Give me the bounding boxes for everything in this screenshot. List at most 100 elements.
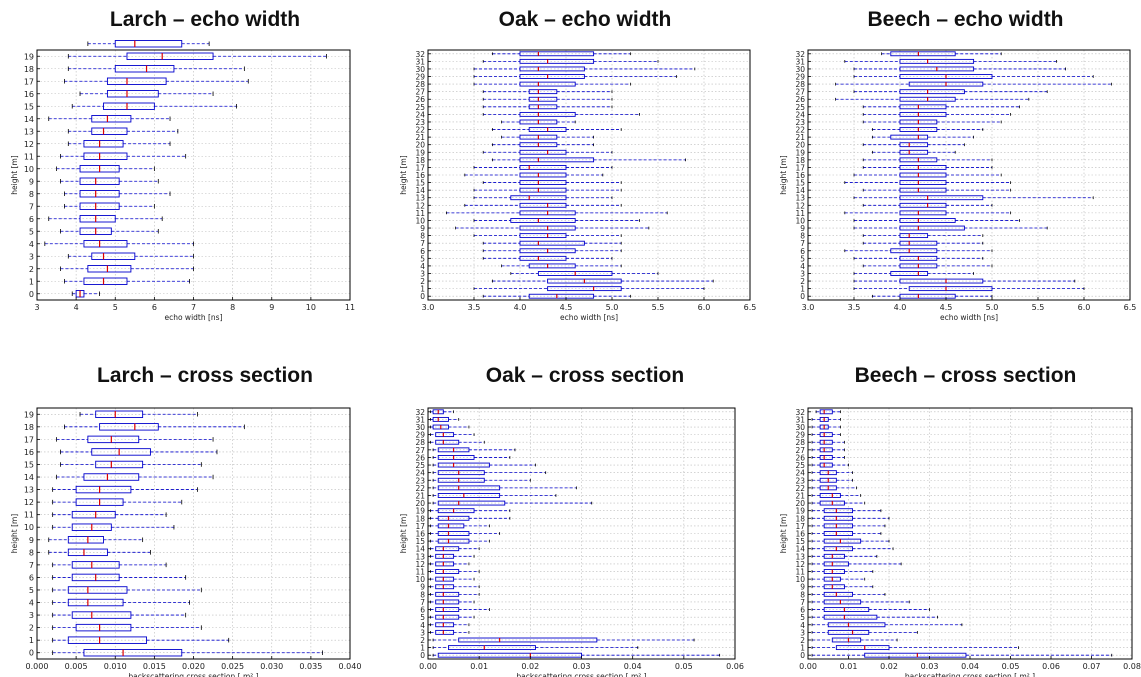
- y-tick-label: 17: [795, 522, 805, 531]
- y-tick-label: 10: [795, 216, 805, 225]
- x-tick-label: 0.07: [1083, 662, 1101, 671]
- box-rect: [835, 645, 890, 651]
- x-tick-label: 0.02: [521, 662, 539, 671]
- box-9: [430, 584, 480, 590]
- y-tick-label: 17: [415, 163, 425, 172]
- box-26: [432, 455, 511, 460]
- x-tick-label: 0.000: [26, 662, 49, 671]
- chart-oak-cross: 0.00 0.01 0.02 0.03 0.04 0.05 0.06012345678910…: [399, 407, 744, 677]
- y-tick-label: 8: [29, 190, 34, 199]
- y-tick-label: 18: [795, 514, 805, 523]
- y-tick-label: 21: [795, 491, 805, 500]
- y-tick-label: 29: [795, 431, 805, 440]
- x-tick-label: 5.5: [1032, 303, 1045, 312]
- y-tick-label: 3: [29, 252, 34, 261]
- box-1: [432, 645, 639, 651]
- y-tick-label: 14: [24, 473, 34, 482]
- box-0: [482, 293, 631, 299]
- box-5: [60, 227, 159, 235]
- y-tick-label: 27: [415, 446, 425, 455]
- x-axis-label: echo width [ns]: [560, 313, 618, 322]
- box-18: [862, 157, 993, 163]
- box-17: [862, 165, 993, 170]
- box-rect: [519, 58, 595, 64]
- box-8: [63, 190, 171, 198]
- x-tick-label: 0.005: [65, 662, 88, 671]
- x-axis-label: echo width [ns]: [940, 313, 998, 322]
- box-rect: [547, 286, 622, 292]
- box-rect: [823, 531, 853, 536]
- y-tick-label: 14: [415, 545, 425, 554]
- y-tick-label: 5: [420, 254, 425, 263]
- box-rect: [435, 576, 455, 582]
- y-tick-label: 7: [420, 239, 425, 248]
- box-11: [60, 152, 187, 160]
- box-rect: [71, 561, 120, 569]
- box-1: [63, 277, 190, 285]
- box-20: [492, 142, 595, 148]
- box-32: [815, 409, 841, 415]
- box-29: [473, 74, 677, 79]
- box-12: [52, 498, 183, 506]
- box-rect: [437, 538, 470, 544]
- y-tick-label: 25: [415, 103, 425, 112]
- box-rect: [114, 40, 183, 48]
- y-tick-label: 24: [795, 110, 805, 119]
- box-rect: [126, 52, 214, 60]
- y-tick-label: 13: [24, 127, 34, 136]
- y-tick-label: 14: [795, 186, 805, 195]
- y-tick-label: 3: [29, 611, 34, 620]
- box-rect: [827, 629, 870, 635]
- box-rect: [908, 286, 993, 292]
- box-23: [811, 477, 853, 483]
- box-rect: [99, 423, 159, 431]
- x-axis-label: backscattering cross section [ m² ]: [905, 672, 1035, 677]
- y-tick-label: 17: [795, 163, 805, 172]
- box-rect: [67, 636, 148, 644]
- box-rect: [819, 493, 841, 498]
- box-2: [52, 623, 202, 632]
- box-3: [853, 271, 975, 276]
- x-tick-label: 3.0: [422, 303, 435, 312]
- box-rect: [510, 218, 576, 223]
- chart-oak-echo: 3.0 3.5 4.0 4.5 5.0 5.5 6.0 6.50123456789101112…: [399, 49, 756, 322]
- y-tick-label: 28: [795, 80, 805, 89]
- box-14: [48, 115, 171, 123]
- box-21: [811, 493, 862, 498]
- y-tick-label: 24: [795, 469, 805, 478]
- panel-beech-echo: Beech – echo width 3.0 3.5 4.0 4.5 5.0 5.5 6.0…: [760, 0, 1141, 338]
- x-tick-label: 3.5: [848, 303, 861, 312]
- box-4: [811, 622, 963, 628]
- box-rect: [95, 460, 144, 469]
- box-7: [811, 599, 910, 605]
- y-axis-label: height [m]: [399, 514, 408, 554]
- box-16: [853, 172, 1002, 178]
- y-tick-label: 15: [415, 179, 425, 188]
- y-tick-label: 32: [415, 408, 425, 417]
- y-tick-label: 28: [415, 438, 425, 447]
- x-tick-label: 0.00: [799, 662, 817, 671]
- box-rect: [83, 240, 128, 248]
- chart-title: Oak – echo width: [498, 8, 672, 31]
- box-15: [482, 180, 622, 185]
- box-22: [492, 127, 622, 132]
- box-7: [862, 240, 984, 246]
- x-tick-label: 0.00: [419, 662, 437, 671]
- y-tick-label: 23: [795, 118, 805, 127]
- box-25: [811, 462, 849, 468]
- y-tick-label: 27: [795, 88, 805, 97]
- y-tick-label: 30: [415, 423, 425, 432]
- y-axis-label: height [m]: [779, 514, 788, 554]
- box-rect: [91, 127, 128, 135]
- box-3: [67, 252, 194, 260]
- box-rect: [823, 523, 853, 529]
- box-rect: [528, 104, 558, 110]
- x-tick-label: 0.05: [675, 662, 693, 671]
- y-tick-label: 7: [29, 202, 34, 211]
- box-2: [492, 278, 714, 284]
- box-rect: [91, 448, 151, 456]
- y-tick-label: 24: [415, 469, 425, 478]
- box-8: [862, 233, 984, 239]
- x-tick-label: 0.02: [880, 662, 898, 671]
- box-9: [60, 177, 159, 185]
